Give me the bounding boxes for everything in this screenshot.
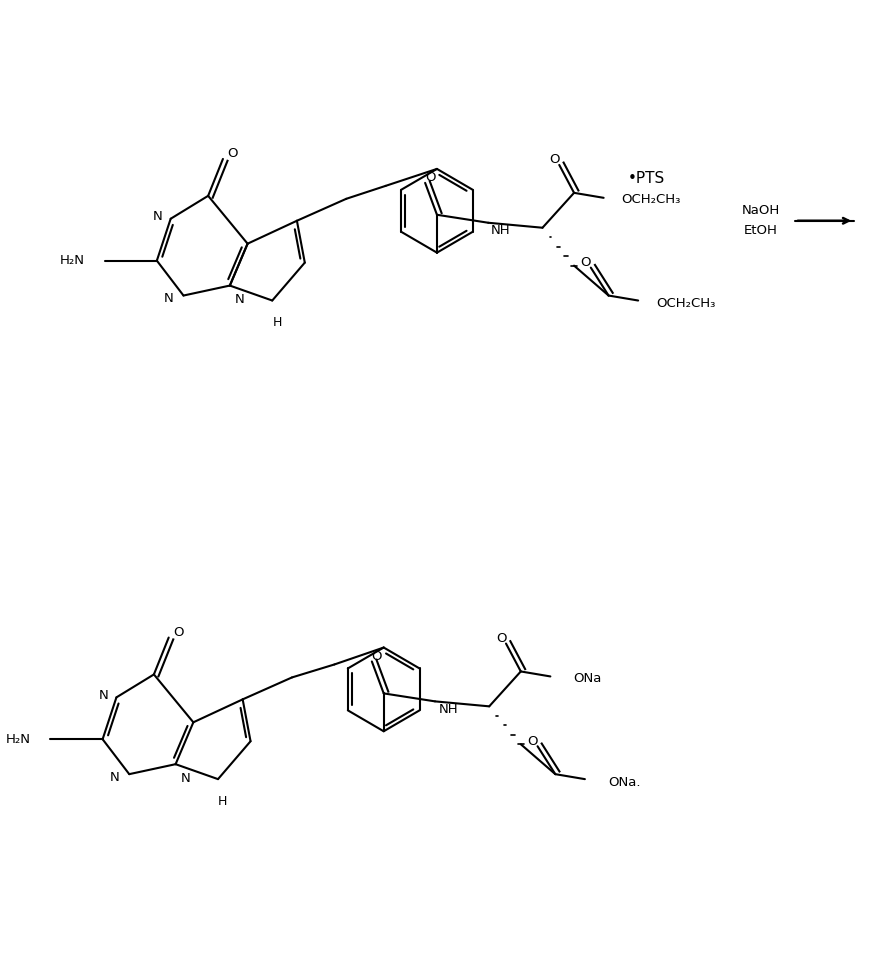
Text: ONa.: ONa. [608, 775, 641, 789]
Text: O: O [549, 153, 560, 167]
Text: H: H [218, 794, 228, 808]
Text: N: N [235, 293, 245, 306]
Text: N: N [153, 210, 163, 223]
Text: OCH₂CH₃: OCH₂CH₃ [656, 297, 715, 310]
Text: H: H [273, 316, 282, 329]
Text: H₂N: H₂N [60, 254, 85, 267]
Text: N: N [164, 292, 173, 305]
Text: EtOH: EtOH [744, 224, 778, 237]
Text: O: O [372, 650, 382, 663]
Text: O: O [496, 632, 506, 645]
Text: N: N [181, 771, 190, 785]
Text: N: N [110, 770, 120, 784]
Text: NaOH: NaOH [741, 204, 780, 218]
Text: O: O [228, 147, 238, 161]
Text: O: O [173, 626, 184, 639]
Text: N: N [98, 689, 108, 702]
Text: OCH₂CH₃: OCH₂CH₃ [621, 194, 680, 206]
Text: O: O [425, 171, 435, 184]
Text: O: O [580, 256, 591, 269]
Text: NH: NH [490, 224, 510, 237]
Text: •PTS: •PTS [628, 171, 664, 187]
Text: H₂N: H₂N [5, 733, 30, 745]
Text: O: O [527, 735, 538, 747]
Text: ONa: ONa [574, 672, 602, 685]
Text: NH: NH [439, 703, 459, 716]
